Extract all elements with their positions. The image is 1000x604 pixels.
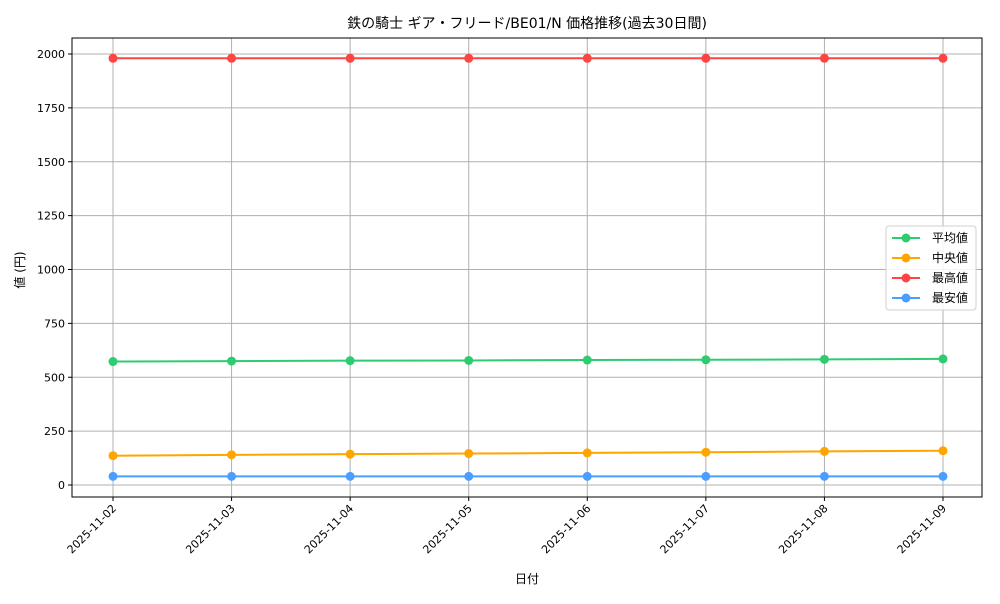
plot-frame — [71, 37, 983, 498]
data-point — [701, 471, 711, 481]
y-tick-label: 1250 — [37, 210, 65, 223]
data-point — [701, 447, 711, 457]
data-point — [464, 449, 474, 459]
data-point — [938, 53, 948, 63]
data-point — [464, 471, 474, 481]
legend-box — [885, 225, 977, 311]
data-point — [227, 356, 237, 366]
data-point — [108, 471, 118, 481]
y-tick-label: 1500 — [37, 156, 65, 169]
legend-marker-icon — [901, 233, 911, 243]
x-tick-label: 2025-11-05 — [420, 502, 474, 556]
x-tick-label: 2025-11-08 — [776, 502, 830, 556]
legend-item: 中央値 — [892, 250, 968, 265]
x-tick-label: 2025-11-09 — [895, 502, 949, 556]
y-tick-label: 1000 — [37, 264, 65, 277]
x-tick-label: 2025-11-04 — [302, 502, 356, 556]
data-point — [345, 449, 355, 459]
data-point — [227, 53, 237, 63]
y-tick-label: 250 — [44, 425, 65, 438]
series-3 — [108, 471, 948, 481]
data-point — [938, 446, 948, 456]
legend-marker-icon — [901, 253, 911, 263]
data-point — [227, 471, 237, 481]
series-line — [112, 357, 944, 363]
data-point — [819, 446, 829, 456]
data-point — [345, 53, 355, 63]
y-tick-label: 750 — [44, 317, 65, 330]
data-point — [819, 53, 829, 63]
series-2 — [108, 53, 948, 63]
data-point — [227, 450, 237, 460]
data-point — [464, 355, 474, 365]
data-point — [819, 471, 829, 481]
legend-label: 最高値 — [932, 270, 968, 285]
legend-item: 平均値 — [892, 230, 968, 245]
data-point — [345, 356, 355, 366]
y-tick-label: 2000 — [37, 48, 65, 61]
data-point — [108, 357, 118, 367]
x-axis: 2025-11-02 2025-11-03 2025-11-04 2025-11-05… — [65, 497, 949, 556]
legend-item: 最高値 — [892, 270, 968, 285]
data-point — [582, 355, 592, 365]
data-point — [582, 448, 592, 458]
legend-marker-icon — [901, 293, 911, 303]
y-axis-label: 値 (円) — [12, 251, 27, 288]
series-0 — [108, 354, 948, 367]
chart-title: 鉄の騎士 ギア・フリード/BE01/N 価格推移(過去30日間) — [347, 16, 707, 32]
legend-marker-icon — [901, 273, 911, 283]
legend-label: 最安値 — [932, 290, 968, 305]
y-tick-label: 500 — [44, 371, 65, 384]
data-point — [701, 355, 711, 365]
y-tick-label: 1750 — [37, 102, 65, 115]
x-tick-label: 2025-11-02 — [65, 502, 119, 556]
x-tick-label: 2025-11-07 — [658, 502, 712, 556]
y-tick-label: 0 — [58, 479, 65, 492]
legend-item: 最安値 — [892, 290, 968, 305]
grid — [72, 38, 982, 497]
data-point — [108, 451, 118, 461]
series-1 — [108, 446, 948, 461]
data-point — [582, 53, 592, 63]
data-point — [345, 471, 355, 481]
data-point — [108, 53, 118, 63]
data-point — [701, 53, 711, 63]
data-point — [938, 471, 948, 481]
legend-label: 中央値 — [932, 250, 968, 265]
legend-label: 平均値 — [932, 230, 968, 245]
y-axis: 0 250 500 750 1000 1250 1500 1750 2000 — [37, 48, 72, 492]
x-tick-label: 2025-11-03 — [183, 502, 237, 556]
data-point — [819, 354, 829, 364]
data-point — [464, 53, 474, 63]
series-lines — [108, 53, 948, 481]
x-axis-label: 日付 — [515, 572, 539, 586]
series-line — [112, 449, 944, 457]
data-point — [582, 471, 592, 481]
x-tick-label: 2025-11-06 — [539, 502, 593, 556]
data-point — [938, 354, 948, 364]
